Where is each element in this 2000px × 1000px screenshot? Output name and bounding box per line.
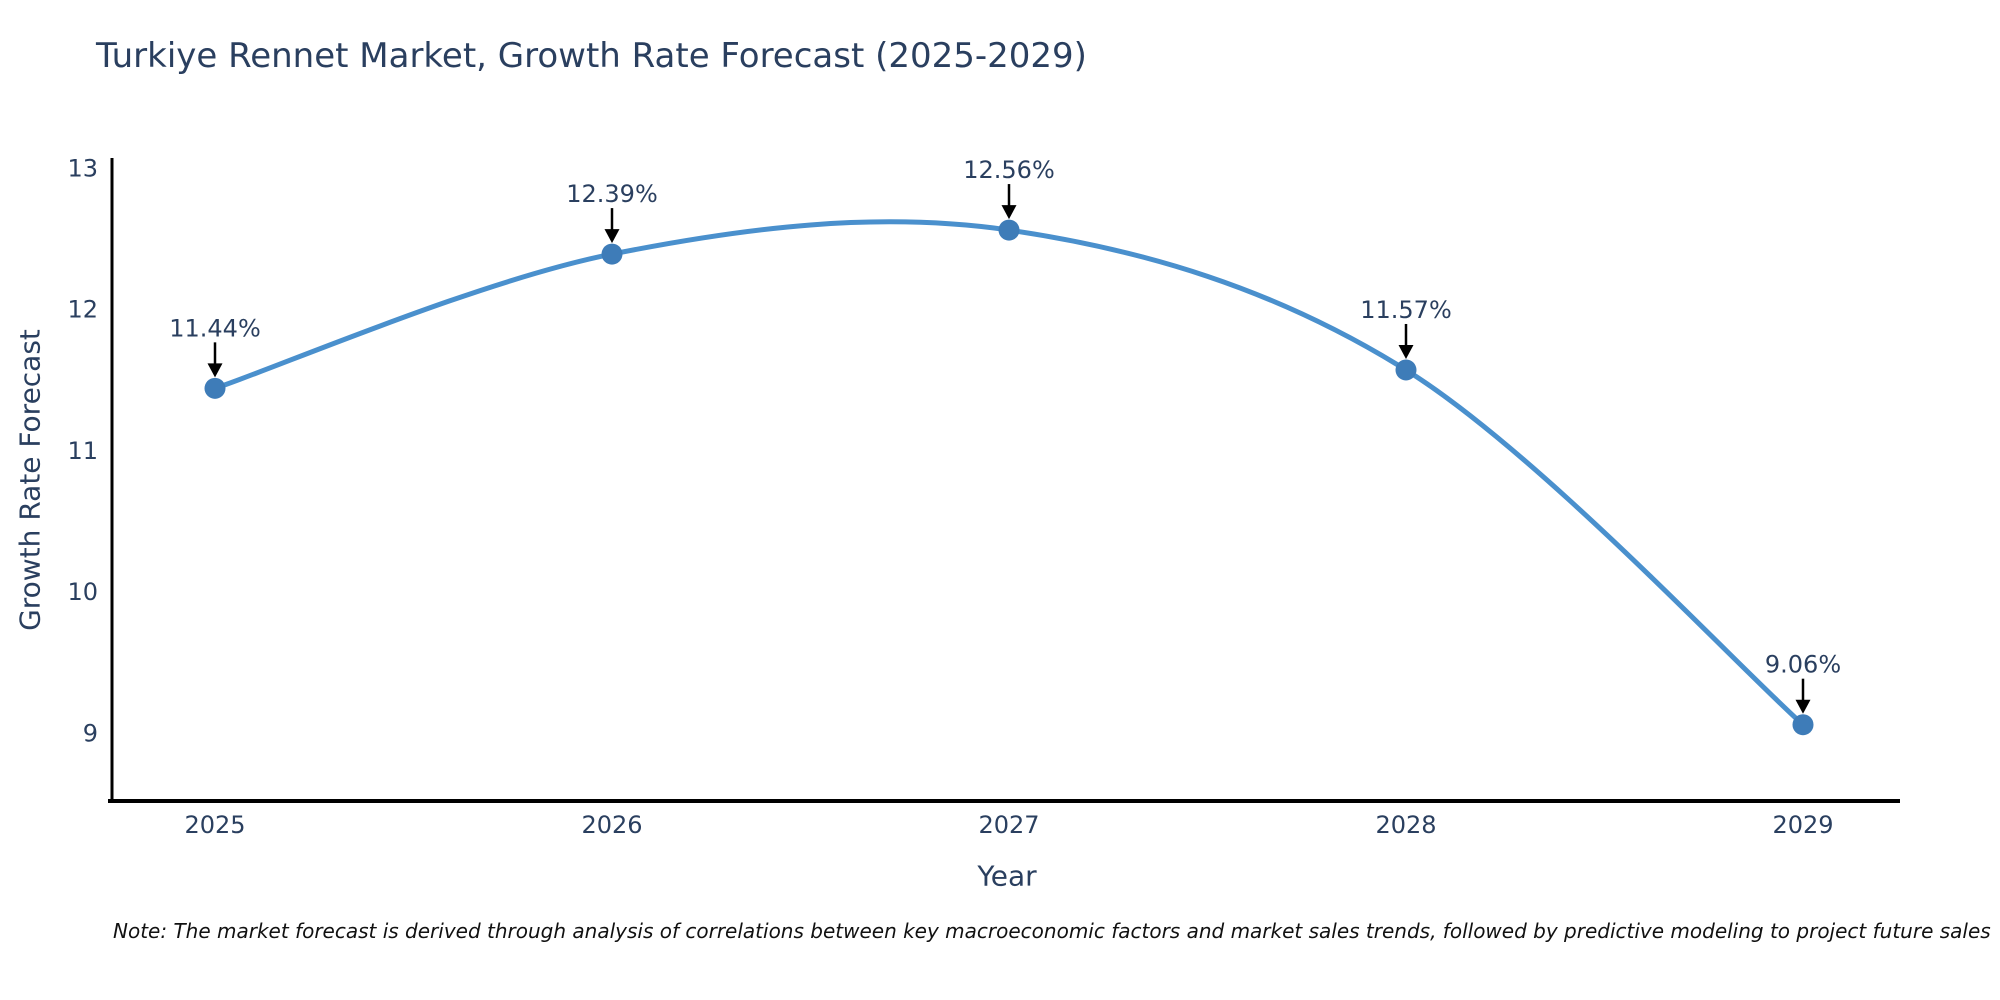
x-axis-title: Year — [977, 859, 1037, 893]
y-tick-label: 12 — [67, 296, 98, 324]
footnote: Note: The market forecast is derived thr… — [113, 919, 1991, 943]
chart-title: Turkiye Rennet Market, Growth Rate Forec… — [96, 36, 1087, 76]
annotation-arrowhead-icon — [604, 229, 620, 244]
data-point-annotation: 11.44% — [169, 314, 261, 342]
data-point-marker[interactable] — [1792, 714, 1814, 736]
data-point-annotation: 12.56% — [963, 156, 1055, 184]
x-tick-label: 2029 — [1772, 811, 1833, 839]
data-point-marker[interactable] — [601, 243, 623, 265]
x-tick-label: 2028 — [1375, 811, 1436, 839]
data-point-marker[interactable] — [998, 219, 1020, 241]
x-tick-label: 2025 — [184, 811, 245, 839]
trend-line — [212, 219, 1806, 728]
data-point-marker[interactable] — [1395, 359, 1417, 381]
data-point-annotation: 9.06% — [1765, 651, 1841, 679]
annotation-arrowhead-icon — [1398, 344, 1414, 359]
data-point-annotation: 12.39% — [566, 180, 658, 208]
y-tick-label: 11 — [67, 437, 98, 465]
x-tick-label: 2026 — [581, 811, 642, 839]
x-tick-label: 2027 — [978, 811, 1039, 839]
y-tick-label: 13 — [67, 154, 98, 182]
annotation-arrowhead-icon — [207, 363, 223, 378]
y-tick-label: 9 — [83, 720, 98, 748]
annotation-arrowhead-icon — [1795, 699, 1811, 714]
annotation-arrowhead-icon — [1001, 205, 1017, 220]
y-tick-label: 10 — [67, 578, 98, 606]
data-point-annotation: 11.57% — [1360, 296, 1452, 324]
data-point-marker[interactable] — [204, 377, 226, 399]
